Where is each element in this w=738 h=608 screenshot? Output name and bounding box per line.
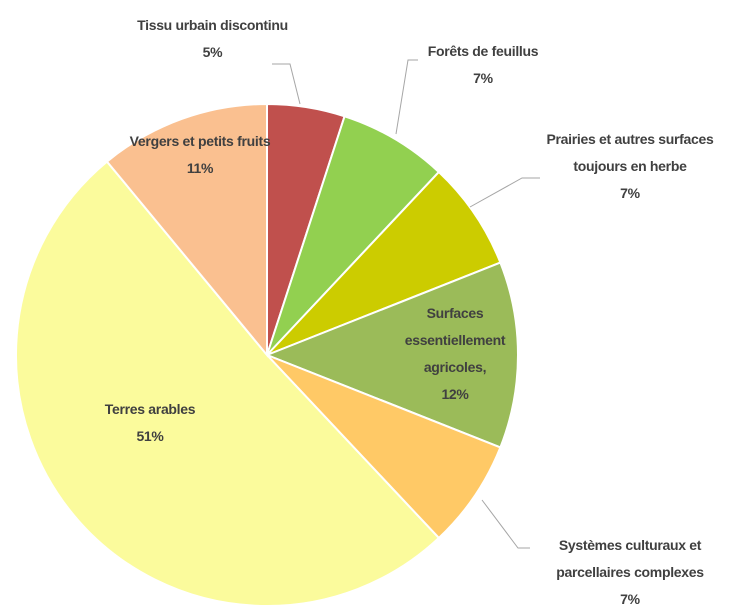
data-label: Systèmes culturaux et parcellaires compl… [520,532,738,608]
leader-line [469,177,540,208]
category-label: Systèmes culturaux et parcellaires compl… [556,537,704,580]
pie-slice [266,170,502,356]
value-label: 11% [186,160,214,176]
value-label: 5% [202,44,223,60]
leader-line [395,59,418,135]
category-label: Terres arables [104,401,196,417]
value-label: 7% [473,70,493,86]
pie-slice [266,115,441,356]
value-label: 7% [620,185,640,201]
data-label: Vergers et petits fruits 11% [125,128,275,182]
leader-line [272,63,301,105]
data-label: Surfaces essentiellement agricoles, 12% [390,300,520,408]
category-label: Tissu urbain discontinu [137,17,288,33]
pie-slice [105,102,268,358]
pie-slice [15,160,441,607]
category-label: Forêts de feuillus [427,43,539,59]
category-label: Surfaces essentiellement agricoles, [404,305,506,375]
value-label: 12% [441,386,469,402]
data-label: Tissu urbain discontinu 5% [130,12,295,66]
value-label: 51% [136,428,164,444]
category-label: Vergers et petits fruits [129,133,271,149]
leader-line [481,499,530,549]
data-label: Prairies et autres surfaces toujours en … [530,126,730,207]
pie-slice [266,354,502,540]
data-label: Forêts de feuillus 7% [408,38,558,92]
pie-slice [264,261,519,449]
value-label: 7% [620,591,640,607]
category-label: Prairies et autres surfaces toujours en … [546,131,714,174]
data-label: Terres arables 51% [70,396,230,450]
